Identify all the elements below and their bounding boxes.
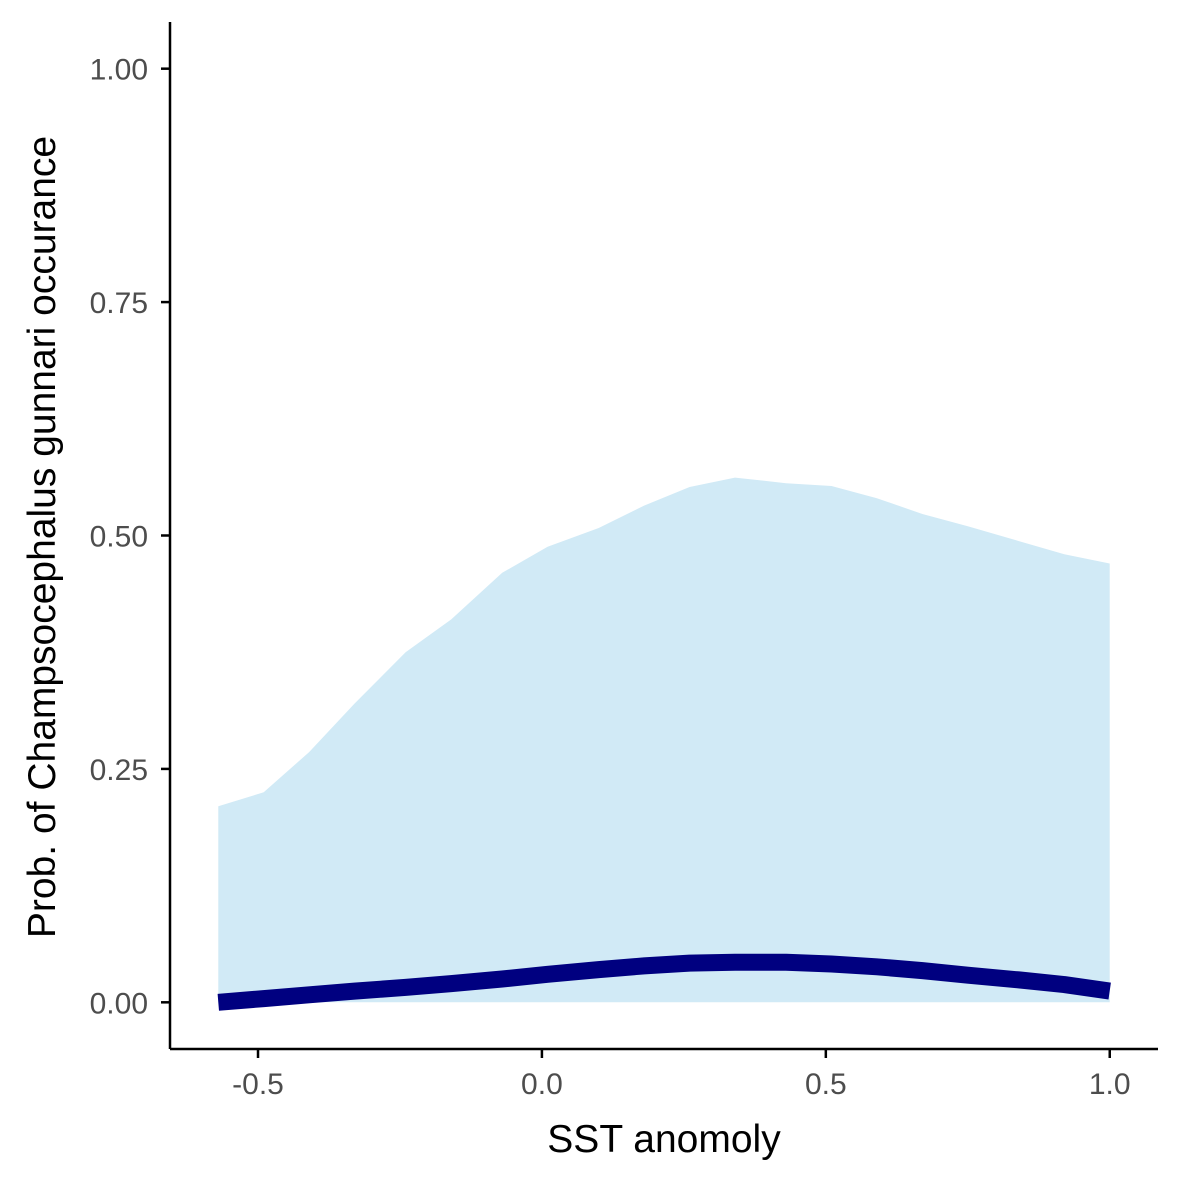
confidence-ribbon	[218, 477, 1110, 1003]
x-tick-label: 1.0	[1089, 1068, 1131, 1101]
y-tick-label: 1.00	[90, 54, 148, 87]
x-axis-title: SST anomoly	[547, 1118, 781, 1161]
ticks: 0.00 0.25 0.50 0.75 1.00 -0.5 0.0 0.5 1.0	[90, 54, 1131, 1101]
x-tick-label: -0.5	[232, 1068, 284, 1101]
y-axis-title: Prob. of Champsocephalus gunnari occuran…	[21, 136, 64, 938]
y-tick-label: 0.25	[90, 754, 148, 787]
x-tick-label: 0.0	[521, 1068, 563, 1101]
mean-line	[217, 953, 1111, 1011]
plot-area	[217, 477, 1111, 1011]
x-tick-label: 0.5	[805, 1068, 847, 1101]
y-tick-label: 0.75	[90, 287, 148, 320]
y-tick-label: 0.00	[90, 987, 148, 1020]
y-tick-label: 0.50	[90, 521, 148, 554]
